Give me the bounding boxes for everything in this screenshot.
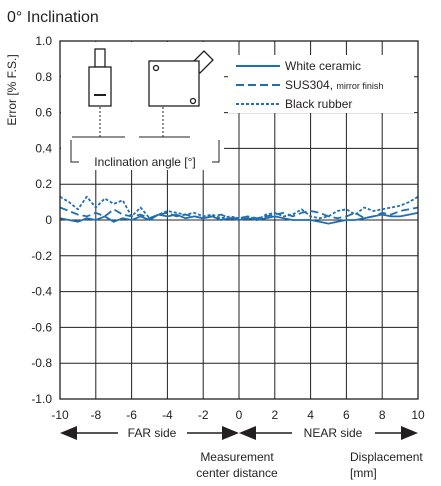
legend-label-black-rubber: Black rubber: [285, 97, 352, 111]
x-tick-label: -2: [198, 408, 209, 422]
center-label-line2: center distance: [196, 466, 278, 480]
y-tick-label: -0.4: [31, 285, 52, 299]
tick-labels: -10 -8 -6 -4 -2 0 2 4 6 8 10 -1.0 -0.8 -0.6 -0.4 -0.2 0 0…: [31, 34, 425, 422]
x-tick-label: 0: [236, 408, 243, 422]
y-tick-label: -0.8: [31, 356, 52, 370]
near-side-label: NEAR side: [304, 426, 363, 440]
legend-label-sus304: SUS304, mirror finish: [285, 78, 383, 92]
y-tick-label: 0.8: [35, 70, 52, 84]
x-tick-label: 6: [343, 408, 350, 422]
series-line-sus304: [59, 206, 419, 220]
box-sensor-icon: [139, 50, 214, 138]
legend-label-white-ceramic: White ceramic: [285, 59, 361, 73]
cylindrical-sensor-icon: [72, 48, 125, 138]
far-arrow-right-head: [222, 426, 239, 440]
far-arrow-left-head: [60, 426, 77, 440]
x-tick-label: -6: [126, 408, 137, 422]
series-line-white-ceramic: [59, 211, 419, 225]
y-tick-label: 0.4: [35, 141, 52, 155]
plot-frame: [59, 40, 419, 400]
inset-diagram: Inclination angle [°]: [61, 42, 224, 170]
x-tick-label: 10: [411, 408, 425, 422]
y-tick-label: -1.0: [31, 392, 52, 406]
chart-title: 0° Inclination: [7, 9, 99, 26]
legend: White ceramic SUS304, mirror finish Blac…: [228, 55, 414, 113]
x-tick-label: 8: [379, 408, 386, 422]
x-axis-label-line2: [mm]: [350, 466, 377, 480]
x-tick-label: 2: [271, 408, 278, 422]
center-label-line1: Measurement: [200, 450, 274, 464]
inset-bracket: [70, 140, 220, 163]
x-axis-label-line1: Displacement: [350, 450, 423, 464]
y-tick-label: 0: [45, 213, 52, 227]
y-tick-label: -0.6: [31, 320, 52, 334]
near-arrow-left-head: [239, 426, 256, 440]
legend-label-sus304-main: SUS304,: [285, 78, 333, 92]
series-line-black-rubber: [59, 195, 419, 221]
series-lines: [59, 195, 419, 225]
y-tick-label: 0.6: [35, 106, 52, 120]
x-tick-label: 4: [307, 408, 314, 422]
y-tick-label: -0.2: [31, 249, 52, 263]
y-tick-label: 1.0: [35, 34, 52, 48]
x-tick-label: -8: [90, 408, 101, 422]
y-axis-label: Error [% F.S.]: [5, 54, 19, 125]
x-tick-label: -4: [162, 408, 173, 422]
far-side-label: FAR side: [128, 426, 177, 440]
x-tick-label: -10: [51, 408, 69, 422]
inset-label: Inclination angle [°]: [94, 155, 196, 169]
side-arrows: FAR side NEAR side: [60, 426, 418, 440]
legend-label-sus304-suffix: mirror finish: [336, 81, 383, 91]
near-arrow-right-head: [401, 426, 418, 440]
y-tick-label: 0.2: [35, 177, 52, 191]
